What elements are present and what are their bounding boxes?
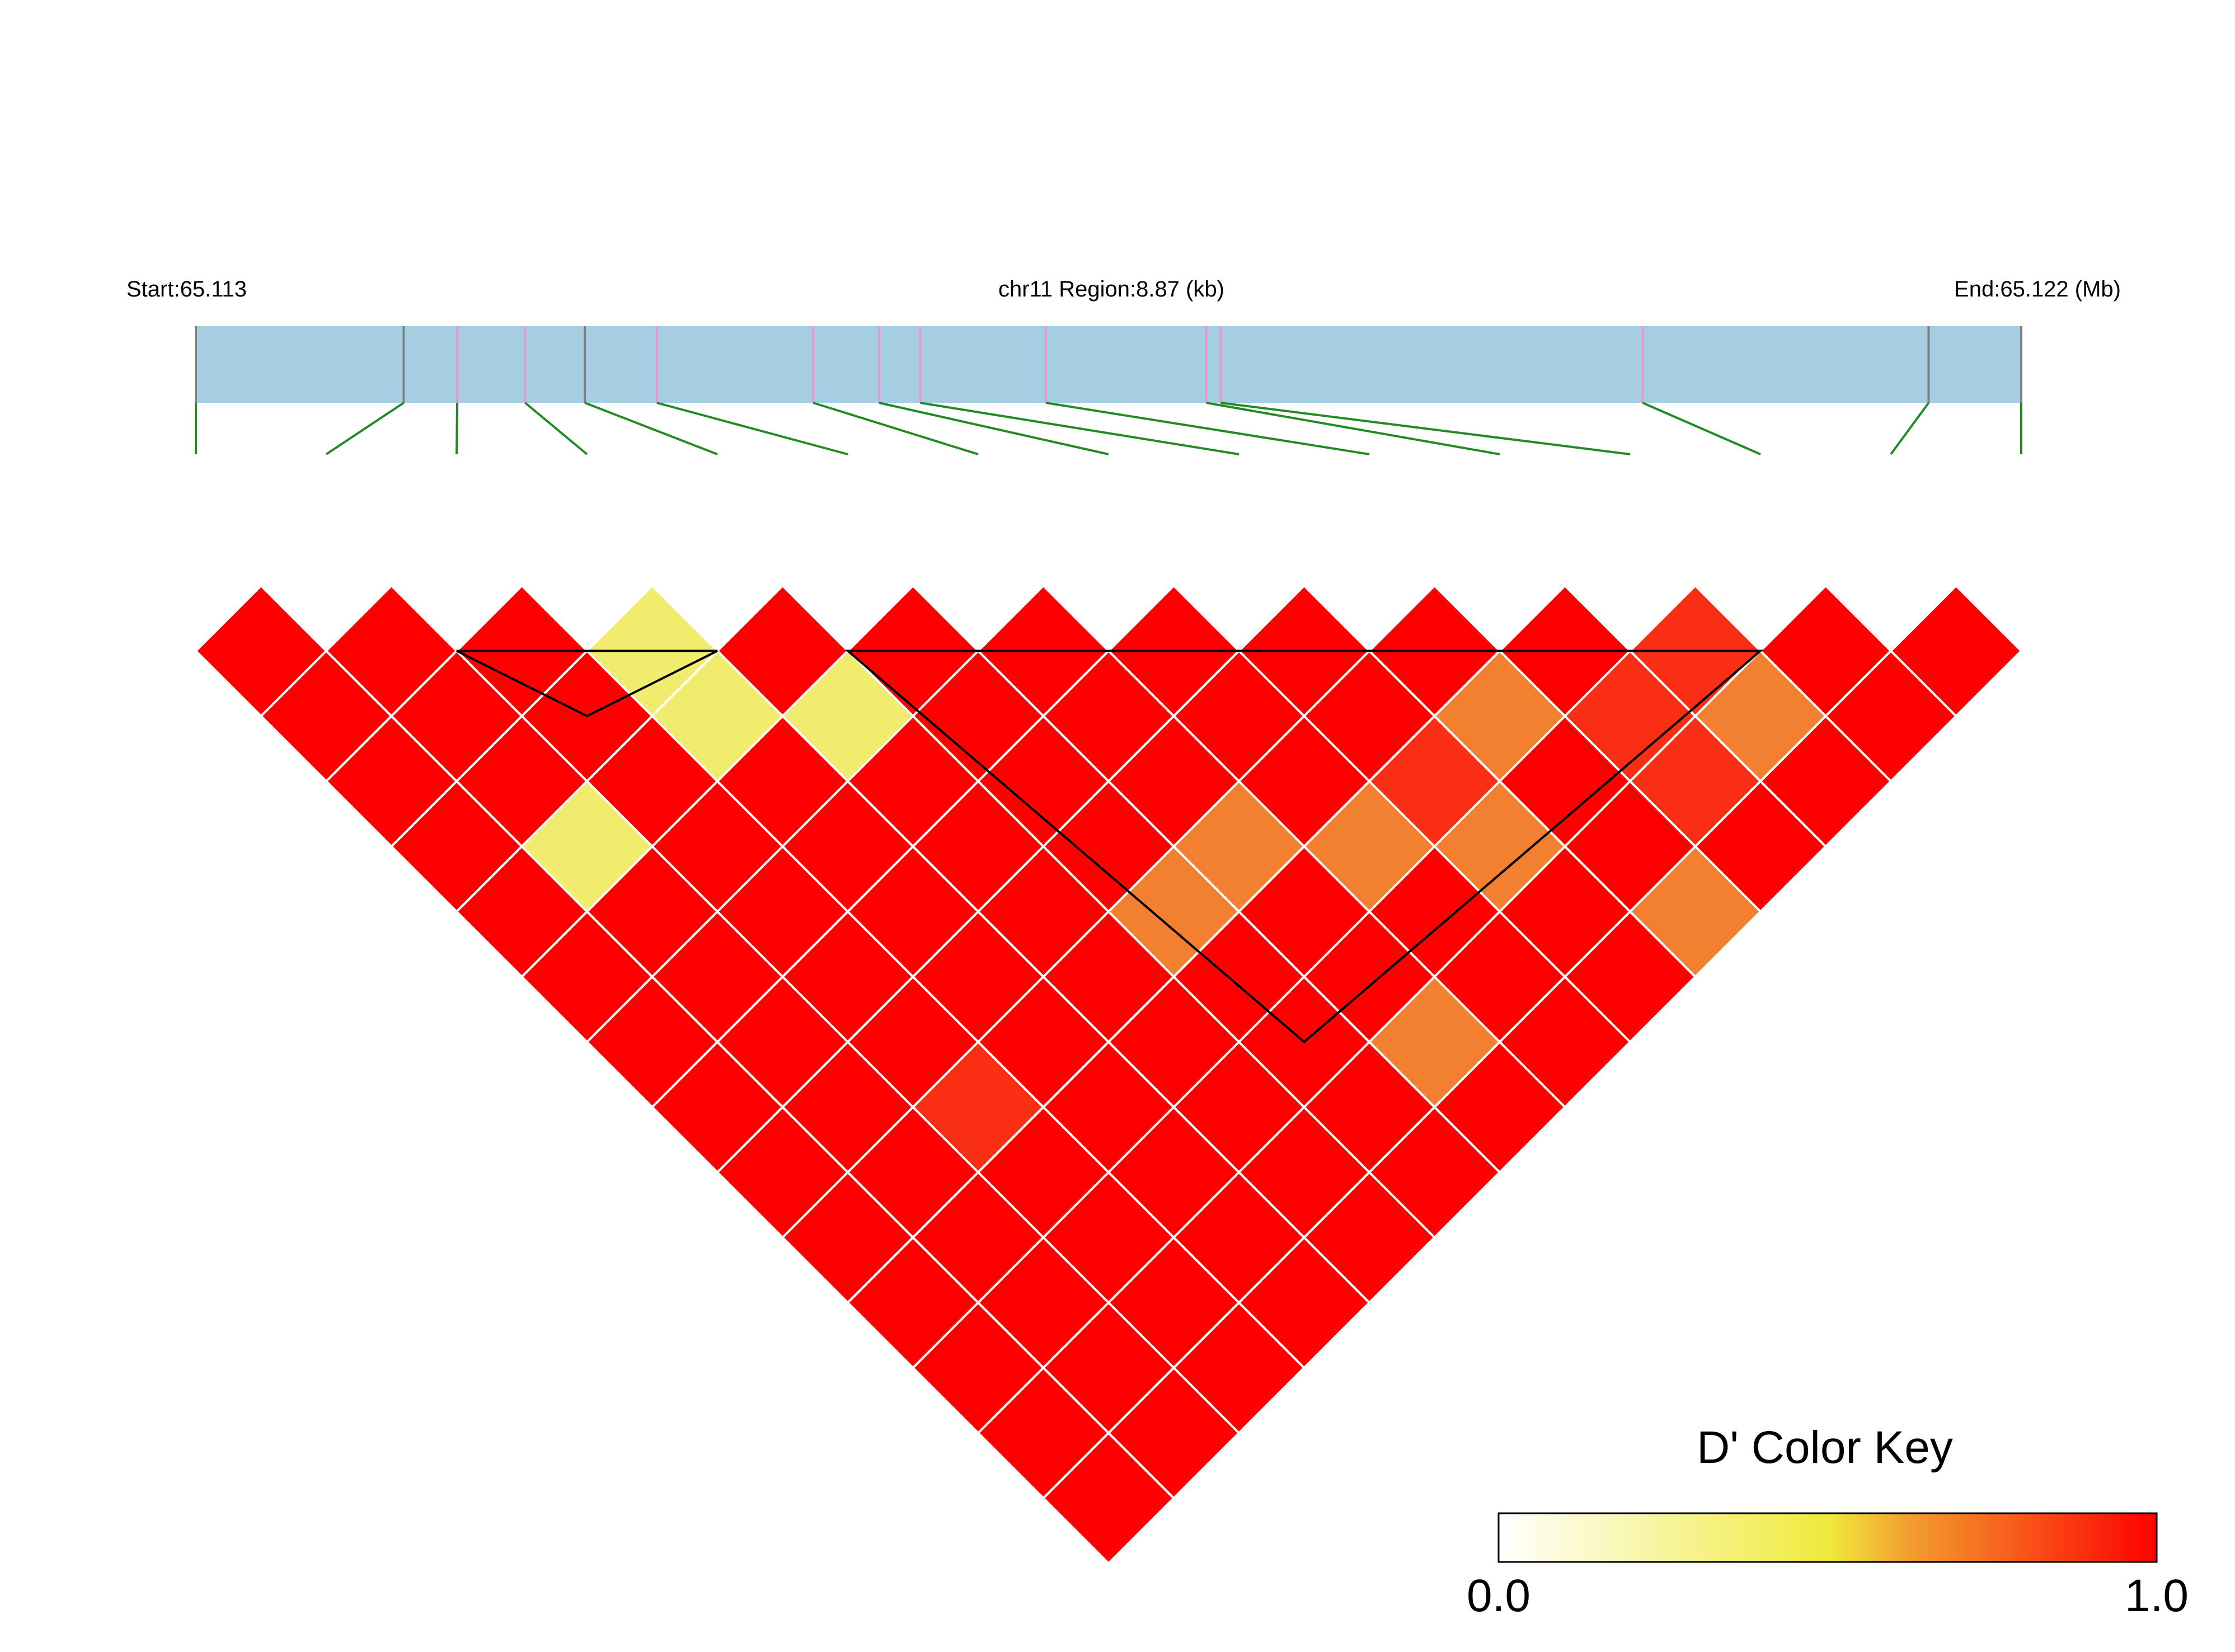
ld-cells (194, 584, 2023, 1565)
color-key-bar (1497, 1512, 2158, 1563)
snp-connector (813, 402, 979, 455)
ld-cell (1889, 584, 2023, 718)
color-key-title: D' Color Key (1697, 1422, 1953, 1473)
snp-connector (1220, 402, 1631, 455)
haplotype-block-outline (456, 649, 718, 718)
snp-connector (1642, 402, 1761, 455)
color-key-max-label: 1.0 (2125, 1570, 2189, 1621)
snp-connector (656, 402, 848, 455)
region-label: chr11 Region:8.87 (kb) (998, 277, 1224, 302)
haplotype-blocks (456, 649, 1764, 1044)
end-label: End:65.122 (Mb) (1954, 277, 2121, 302)
haplotype-block-outline (844, 649, 1764, 1044)
snp-connector (920, 402, 1239, 455)
color-key-min-label: 0.0 (1467, 1570, 1530, 1621)
snp-connector (524, 402, 588, 455)
snp-connector (1045, 402, 1370, 455)
snp-connector (584, 402, 718, 455)
snp-connector (1890, 402, 1930, 455)
snp-connectors (195, 402, 2022, 455)
start-label: Start:65.113 (126, 277, 247, 302)
snp-connector (879, 402, 1109, 455)
snp-ticks (195, 326, 2022, 403)
gene-region-bar (196, 326, 2021, 403)
snp-connector (1206, 402, 1500, 455)
snp-connector (325, 402, 405, 455)
